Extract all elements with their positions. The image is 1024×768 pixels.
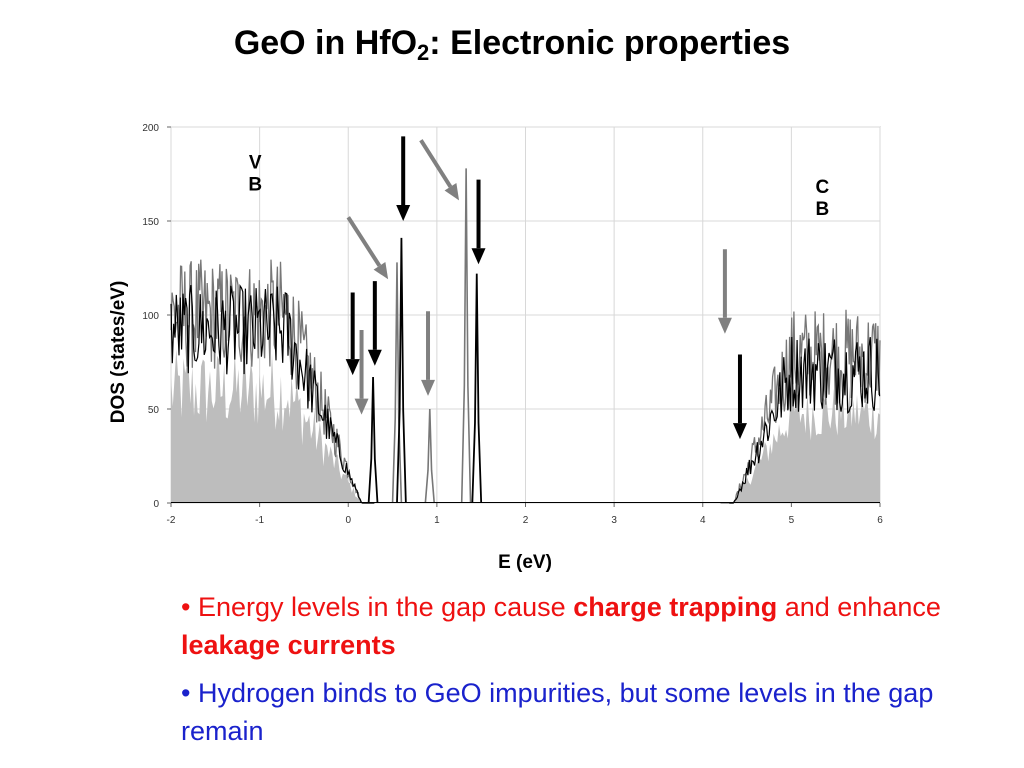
x-axis-label: E (eV) <box>498 552 552 573</box>
x-tick-label: 0 <box>345 515 351 526</box>
arrow-head <box>421 379 436 396</box>
band-annotation-line: B <box>248 174 262 195</box>
bold-leakage-currents: leakage currents <box>181 630 396 660</box>
arrow-shaft <box>419 139 453 188</box>
arrow-head <box>367 349 382 366</box>
title-rest: : Electronic properties <box>429 24 791 62</box>
gap-peak-dark <box>471 273 483 504</box>
arrow-head <box>717 317 732 334</box>
x-tick-label: 6 <box>877 515 883 526</box>
bold-charge-trapping: charge trapping <box>573 592 778 622</box>
gap-peak-dark <box>367 377 379 504</box>
slide-title: GeO in HfO2: Electronic properties <box>0 24 1024 66</box>
y-axis-label: DOS (states/eV) <box>108 281 129 424</box>
y-tick-label: 0 <box>153 499 159 510</box>
arrow-head <box>471 248 486 265</box>
bullet-charge-trapping: • Energy levels in the gap cause charge … <box>181 592 941 660</box>
gap-peak-gray <box>424 408 436 504</box>
arrow-head <box>444 183 460 201</box>
x-tick-label: 1 <box>434 515 440 526</box>
y-tick-label: 100 <box>142 311 159 322</box>
arrow-gray <box>421 311 436 396</box>
arrow-gray <box>354 330 369 415</box>
arrow-dark <box>345 292 360 376</box>
arrow-dark <box>471 179 486 265</box>
arrow-shaft <box>346 216 382 267</box>
chart-arrows <box>345 136 747 440</box>
arrow-dark <box>367 281 382 366</box>
y-tick-label: 50 <box>148 405 160 416</box>
y-tick-label: 150 <box>142 217 159 228</box>
vb-dark-series <box>170 283 375 504</box>
arrow-dark <box>396 136 411 221</box>
band-annotation-line: C <box>816 177 830 198</box>
arrow-head <box>732 423 747 440</box>
vb-fill-area <box>171 349 366 503</box>
gap-peak-gray <box>391 262 403 504</box>
vb-gray-series <box>170 259 375 504</box>
x-tick-label: -1 <box>255 515 264 526</box>
band-annotation-line: V <box>249 152 262 173</box>
arrow-head <box>396 205 411 221</box>
x-tick-label: 4 <box>700 515 706 526</box>
arrow-gray <box>717 249 732 334</box>
arrow-head <box>373 262 389 280</box>
x-tick-label: 3 <box>611 515 617 526</box>
title-subscript: 2 <box>417 40 430 65</box>
arrow-head <box>354 398 369 415</box>
x-tick-label: 2 <box>523 515 529 526</box>
cb-fill-area <box>729 385 880 503</box>
bullet-hydrogen: • Hydrogen binds to GeO impurities, but … <box>181 678 934 746</box>
bullet-list: • Energy levels in the gap cause charge … <box>181 588 961 760</box>
band-annotation-line: B <box>816 199 830 220</box>
chart-ticks: -2 -1 0 1 2 3 4 5 6 0 50 100 150 200 <box>142 123 883 526</box>
chart-curves <box>170 168 881 504</box>
arrow-dark <box>732 354 747 440</box>
arrow-gray <box>419 139 460 201</box>
gap-peak-dark <box>396 237 407 504</box>
arrow-head <box>345 359 360 376</box>
title-main: GeO in HfO <box>233 24 418 62</box>
arrow-gray <box>346 216 389 280</box>
cb-dark-series <box>729 336 881 504</box>
x-tick-label: -2 <box>167 515 176 526</box>
x-tick-label: 5 <box>789 515 795 526</box>
y-tick-label: 200 <box>142 123 159 134</box>
gap-peak-gray <box>460 168 472 504</box>
